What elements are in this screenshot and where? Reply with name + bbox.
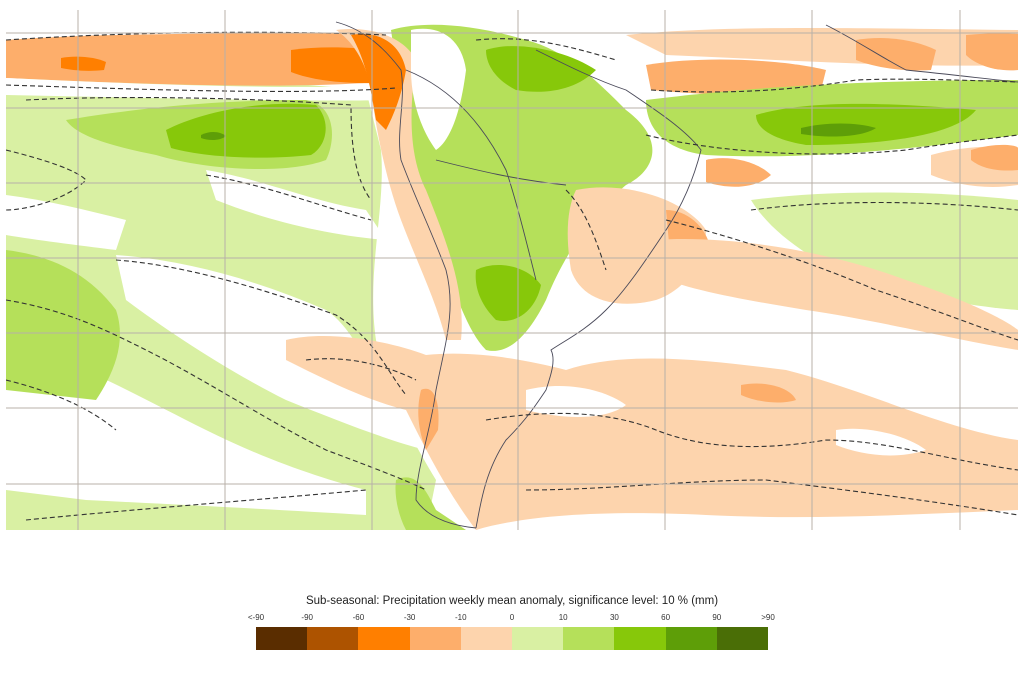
legend-tick-label: 60 [661,613,671,622]
legend-swatch [460,627,513,650]
legend-swatch [512,627,564,650]
legend-tick-label: -30 [403,613,416,622]
legend-tick-label: >90 [761,613,775,622]
legend-swatch [665,627,717,650]
legend-tick-label: 10 [558,613,568,622]
legend-swatch [716,627,769,650]
legend-tick-label: <-90 [247,613,265,622]
legend-swatch [358,627,410,650]
legend-swatch [614,627,666,650]
legend-tick-label: 30 [609,613,619,622]
legend-tick-label: 90 [712,613,722,622]
legend-swatch [307,627,359,650]
legend-tick-label: -10 [455,613,467,622]
legend-swatch [563,627,615,650]
legend-tick-label: -90 [301,613,313,622]
legend-colorbar [256,627,769,650]
precipitation-anomaly-map [6,10,1018,530]
legend-title: Sub-seasonal: Precipitation weekly mean … [305,595,719,607]
map-gridlines [6,10,1018,530]
legend-swatch [409,627,461,650]
legend-tick-label: -60 [352,613,365,622]
legend-swatch [256,627,308,650]
legend-tick-labels: <-90 -90 -60 -30 -10 0 10 30 60 90 >90 [248,613,775,625]
anomaly-fields [6,21,1018,530]
legend-tick-label: 0 [509,613,515,622]
